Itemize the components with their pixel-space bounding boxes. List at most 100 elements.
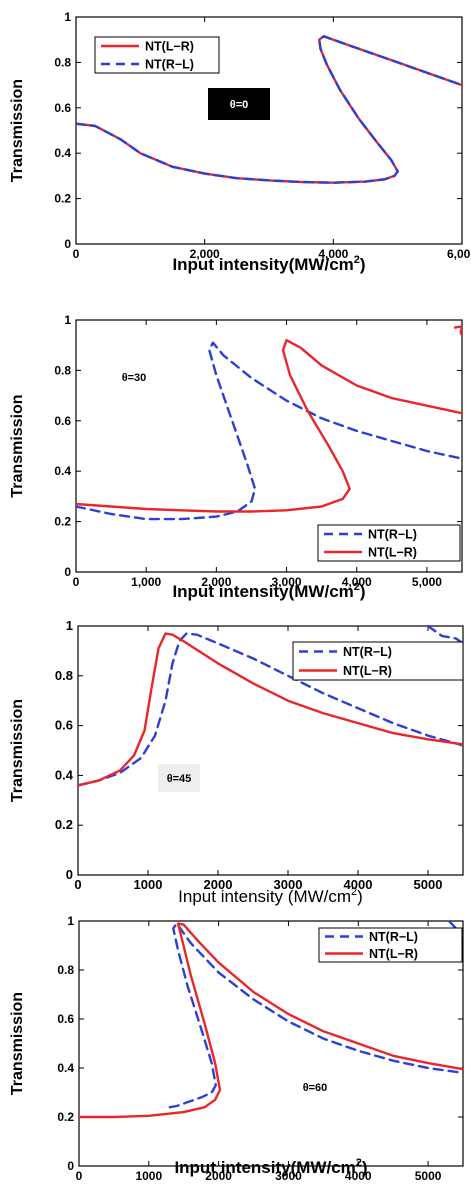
y-tick-label: 0.8 [57,963,74,977]
x-tick-label: 3,000 [272,575,302,589]
x-tick-label: 6,000 [447,247,471,261]
y-tick-label: 0.6 [54,101,71,115]
x-tick-label: 4000 [345,1169,372,1181]
x-axis-label-main: Input intensity(MW/cm [172,255,353,274]
plot-area-frame [77,625,464,876]
legend-entry-label: NT(R−L) [369,930,418,944]
x-axis-label-sup: 2 [351,886,357,898]
x-tick-label: 2,000 [201,575,231,589]
y-tick-label: 0.6 [57,1012,74,1026]
series-line-extra-2 [453,325,462,337]
x-tick-label: 0 [73,247,80,261]
series-line-ntrl [78,632,463,787]
y-tick-label: 0.4 [55,767,74,782]
chart-panel-4: 0 1000 2000 3000 4000 5000 0 0.2 0.4 0.6 0.8 1 Input… [9,914,464,1183]
x-axis-label-sup: 2 [354,581,360,593]
chart-panel-3: 0 1000 2000 3000 4000 5000 0 0.2 0.4 0.6 0.8 1 Input… [9,618,464,906]
x-tick-label: 2,000 [190,247,220,261]
annotation-box [208,88,270,120]
y-axis-label: Transmission [9,699,26,802]
legend-box [318,927,463,963]
x-axis-label-main: Input intensity (MW/cm [178,887,351,906]
annotation-label: θ=45 [167,773,192,785]
y-tick-label: 0 [66,867,73,882]
chart-panel-2: 0 1,000 2,000 3,000 4,000 5,000 0 0.2 0.4 0.6 0.8 1… [9,313,463,601]
annotation-label: θ=30 [122,372,147,384]
y-tick-label: 0.2 [55,817,73,832]
legend-entry-label: NT(R−L) [368,528,417,542]
x-axis-label-close: ) [360,255,366,274]
legend-box [292,641,464,681]
y-tick-label: 0.4 [54,146,71,160]
x-axis-label-sup: 2 [356,1157,362,1169]
y-axis-label: Transmission [9,79,26,182]
legend-box [317,524,461,562]
legend: NT(R−L) NT(L−R) [317,524,461,562]
y-tick-label: 0 [67,1159,74,1173]
x-axis-label-main: Input intensity(MW/cm [174,1158,355,1177]
plot-area-frame [78,920,464,1167]
x-tick-label: 1000 [135,1169,162,1181]
x-axis-label-close: ) [362,1158,368,1177]
annotation-label: θ=60 [303,1082,328,1094]
y-axis-label: Transmission [9,992,26,1095]
x-tick-label: 4,000 [342,575,372,589]
series-group [78,626,463,787]
legend-entry-label: NT(L−R) [343,664,392,678]
series-group [76,35,462,184]
x-tick-label: 4000 [344,877,373,892]
x-tick-label: 5000 [415,1169,442,1181]
y-tick-label: 0 [64,565,71,579]
x-tick-label: 0 [76,1169,83,1181]
y-tick-label: 0 [64,237,71,251]
x-tick-label: 3000 [274,877,303,892]
series-line-ntrl [76,35,462,184]
legend-entry-label: NT(R−L) [145,58,194,72]
plot-area-frame [75,319,463,573]
x-tick-label: 4,000 [318,247,348,261]
y-tick-label: 0.4 [54,464,71,478]
y-tick-label: 1 [67,914,74,928]
y-tick-label: 0.8 [55,668,73,683]
x-tick-label: 0 [73,575,80,589]
series-line-ntrl [76,341,462,521]
legend: NT(R−L) NT(L−R) [318,927,463,963]
y-axis-label: Transmission [9,394,26,497]
y-tick-label: 1 [64,313,71,327]
y-tick-label: 0.8 [54,55,71,69]
x-tick-label: 1000 [134,877,163,892]
legend-entry-label: NT(L−R) [368,546,417,560]
legend-entry-label: NT(L−R) [369,947,418,961]
x-axis-label: Input intensity(MW/cm2) [172,254,365,274]
x-tick-label: 5000 [414,877,443,892]
legend-entry-label: NT(L−R) [145,40,194,54]
chart-panel-1: 0 2,000 4,000 6,000 0 0.2 0.4 0.6 0.8 1 Input inte… [9,10,471,274]
y-tick-label: 0.2 [54,515,71,529]
x-axis-label-main: Input intensity(MW/cm [172,582,353,601]
x-axis-label: Input intensity(MW/cm2) [172,581,365,601]
legend: NT(L−R) NT(R−L) [94,36,220,74]
x-axis-label-close: ) [357,887,363,906]
plot-area-frame [75,16,463,245]
y-tick-label: 1 [66,618,73,633]
y-tick-label: 0.6 [55,718,73,733]
x-axis-label: Input intensity (MW/cm2) [178,886,363,906]
annotation-label: θ=0 [230,99,249,111]
x-tick-label: 2000 [204,877,233,892]
legend: NT(R−L) NT(L−R) [292,641,464,681]
y-tick-label: 1 [64,10,71,24]
y-tick-label: 0.6 [54,414,71,428]
series-line-extra-2 [426,626,463,645]
series-line-ntrl [168,922,463,1109]
y-tick-label: 0.2 [57,1110,74,1124]
x-tick-label: 5,000 [412,575,442,589]
x-tick-label: 2000 [205,1169,232,1181]
y-tick-label: 0.4 [57,1061,74,1075]
x-tick-label: 0 [74,877,81,892]
series-line-ntlr [78,632,463,787]
x-axis-label-sup: 2 [354,254,360,266]
y-tick-label: 0.8 [54,363,71,377]
x-axis-label-close: ) [360,582,366,601]
